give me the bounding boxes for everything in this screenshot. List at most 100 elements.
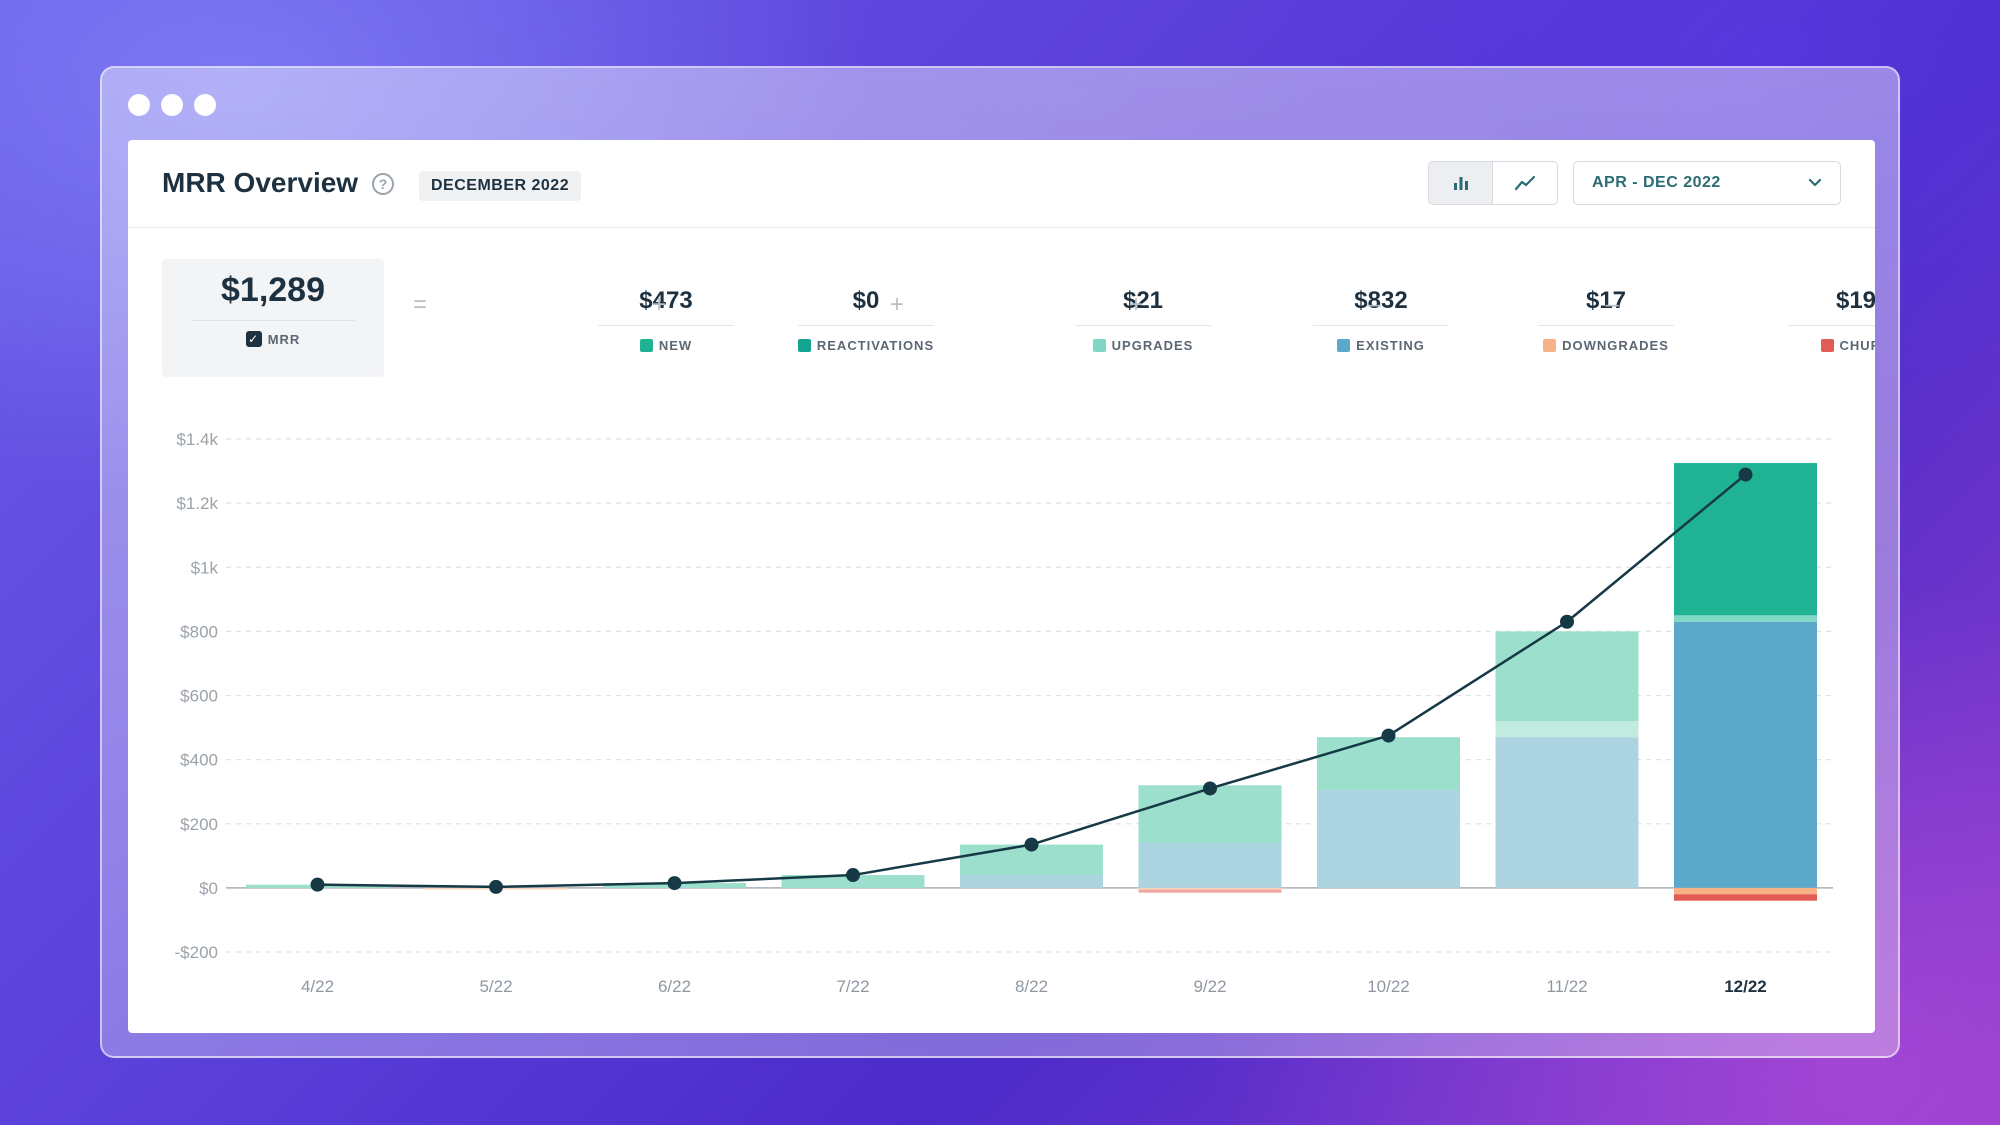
bar-segment-existing (1674, 621, 1817, 888)
bar-segment-existing (960, 875, 1103, 888)
component-value: $17 (1585, 287, 1627, 314)
bar-segment-existing (1495, 737, 1639, 888)
app-window: MRR Overview ? DECEMBER 2022 (100, 66, 1900, 1058)
bar-segment-downgrades (1138, 887, 1282, 890)
mrr-total-label: MRR (267, 331, 301, 347)
mrr-total-value: $1,289 (221, 271, 325, 309)
component-value: $473 (639, 287, 693, 314)
y-tick-label: -$200 (175, 943, 218, 962)
divider (798, 325, 934, 326)
checkbox-checked-icon[interactable]: ✓ (245, 331, 262, 347)
divider (191, 320, 355, 321)
component-new[interactable]: $473 NEW (598, 287, 734, 353)
legend-swatch (797, 339, 811, 352)
mrr-panel: MRR Overview ? DECEMBER 2022 (128, 140, 1875, 1033)
component-downgrades[interactable]: $17 DOWNGRADES (1526, 287, 1686, 353)
plus-operator: + (1128, 291, 1143, 318)
window-controls (128, 94, 216, 116)
divider (1313, 325, 1449, 326)
component-value: $21 (1122, 287, 1164, 314)
y-tick-label: $1.4k (176, 430, 218, 449)
component-value: $19 (1835, 287, 1875, 314)
legend-swatch (639, 339, 653, 352)
window-minimize-button[interactable] (161, 94, 183, 116)
bar-segment-new (1495, 631, 1639, 722)
mrr-total-card[interactable]: $1,289 ✓ MRR (162, 259, 384, 377)
bar-segment-upgrades (1495, 721, 1639, 738)
x-tick-label: 7/22 (836, 977, 869, 996)
y-tick-label: $600 (180, 687, 218, 706)
period-badge: DECEMBER 2022 (419, 171, 582, 201)
bar-segment-churn (1674, 894, 1817, 901)
x-tick-label: 9/22 (1193, 977, 1226, 996)
mrr-point (1738, 467, 1753, 482)
x-tick-label: 5/22 (479, 977, 512, 996)
help-icon[interactable]: ? (372, 173, 394, 195)
component-label: REACTIVATIONS (816, 338, 935, 353)
divider (1538, 325, 1674, 326)
mrr-point (489, 879, 503, 894)
bar-segment-existing (1317, 790, 1460, 888)
component-upgrades[interactable]: $21 UPGRADES (1075, 287, 1211, 353)
divider (1075, 325, 1211, 326)
x-tick-label: 11/22 (1546, 977, 1587, 996)
bar-chart-view-button[interactable] (1429, 162, 1493, 204)
chart-type-toggle (1428, 161, 1558, 205)
mrr-summary: $1,289 ✓ MRR = $473 NEW + $0 (128, 229, 1875, 377)
plus-operator: + (651, 291, 666, 318)
x-tick-label: 8/22 (1015, 977, 1048, 996)
panel-header: MRR Overview ? DECEMBER 2022 (128, 140, 1875, 228)
x-tick-label: 6/22 (658, 977, 691, 996)
legend-swatch (1820, 339, 1834, 352)
component-existing[interactable]: $832 EXISTING (1313, 287, 1449, 353)
component-label: EXISTING (1356, 338, 1425, 353)
minus-operator: – (1605, 291, 1619, 318)
x-tick-label: 10/22 (1367, 977, 1410, 996)
date-range-label: APR - DEC 2022 (1592, 174, 1721, 191)
bar-chart-icon (1453, 177, 1468, 190)
mrr-point (1203, 781, 1217, 796)
mrr-point (846, 868, 860, 883)
bar-segment-new (1674, 463, 1817, 616)
chevron-down-icon (1808, 178, 1822, 187)
window-close-button[interactable] (128, 94, 150, 116)
y-tick-label: $200 (180, 815, 218, 834)
legend-swatch (1337, 339, 1351, 352)
component-label: UPGRADES (1111, 338, 1194, 353)
mrr-point (1024, 837, 1039, 852)
bar-segment-downgrades (1674, 887, 1817, 895)
component-value: $832 (1354, 287, 1408, 314)
y-tick-label: $0 (199, 879, 218, 898)
y-tick-label: $400 (180, 751, 218, 770)
minus-operator: – (1367, 291, 1381, 318)
bar-segment-existing (1138, 842, 1282, 888)
x-tick-label: 4/22 (301, 977, 334, 996)
component-label: NEW (658, 338, 693, 353)
page-title: MRR Overview (162, 167, 359, 198)
component-reactivations[interactable]: $0 REACTIVATIONS (776, 287, 956, 353)
mrr-chart: $1.4k $1.2k $1k $800 $600 $400 $200 $0 -$200 4/22… (175, 430, 1833, 996)
y-tick-label: $800 (180, 622, 218, 641)
y-tick-label: $1.2k (176, 494, 218, 513)
line-chart-icon (1515, 175, 1535, 191)
mrr-point (1381, 728, 1396, 743)
divider (1788, 325, 1875, 326)
component-label: CHURN (1839, 338, 1875, 353)
divider (598, 325, 734, 326)
y-tick-label: $1k (191, 558, 219, 577)
legend-swatch (1543, 339, 1557, 352)
legend-swatch (1092, 339, 1106, 352)
component-value: $0 (852, 287, 880, 314)
mrr-point (1560, 614, 1574, 629)
equals-operator: = (412, 291, 427, 318)
window-maximize-button[interactable] (194, 94, 216, 116)
date-range-select[interactable]: APR - DEC 2022 (1573, 161, 1841, 205)
bar-segment-new (1317, 737, 1460, 791)
component-churn[interactable]: $19 CHURN (1788, 287, 1875, 353)
line-chart-view-button[interactable] (1493, 162, 1557, 204)
bar-segment-churn (1138, 889, 1282, 893)
bar-segment-upgrades (1674, 615, 1817, 622)
mrr-point (667, 876, 682, 891)
x-tick-label: 12/22 (1724, 977, 1767, 996)
component-label: DOWNGRADES (1562, 338, 1669, 353)
